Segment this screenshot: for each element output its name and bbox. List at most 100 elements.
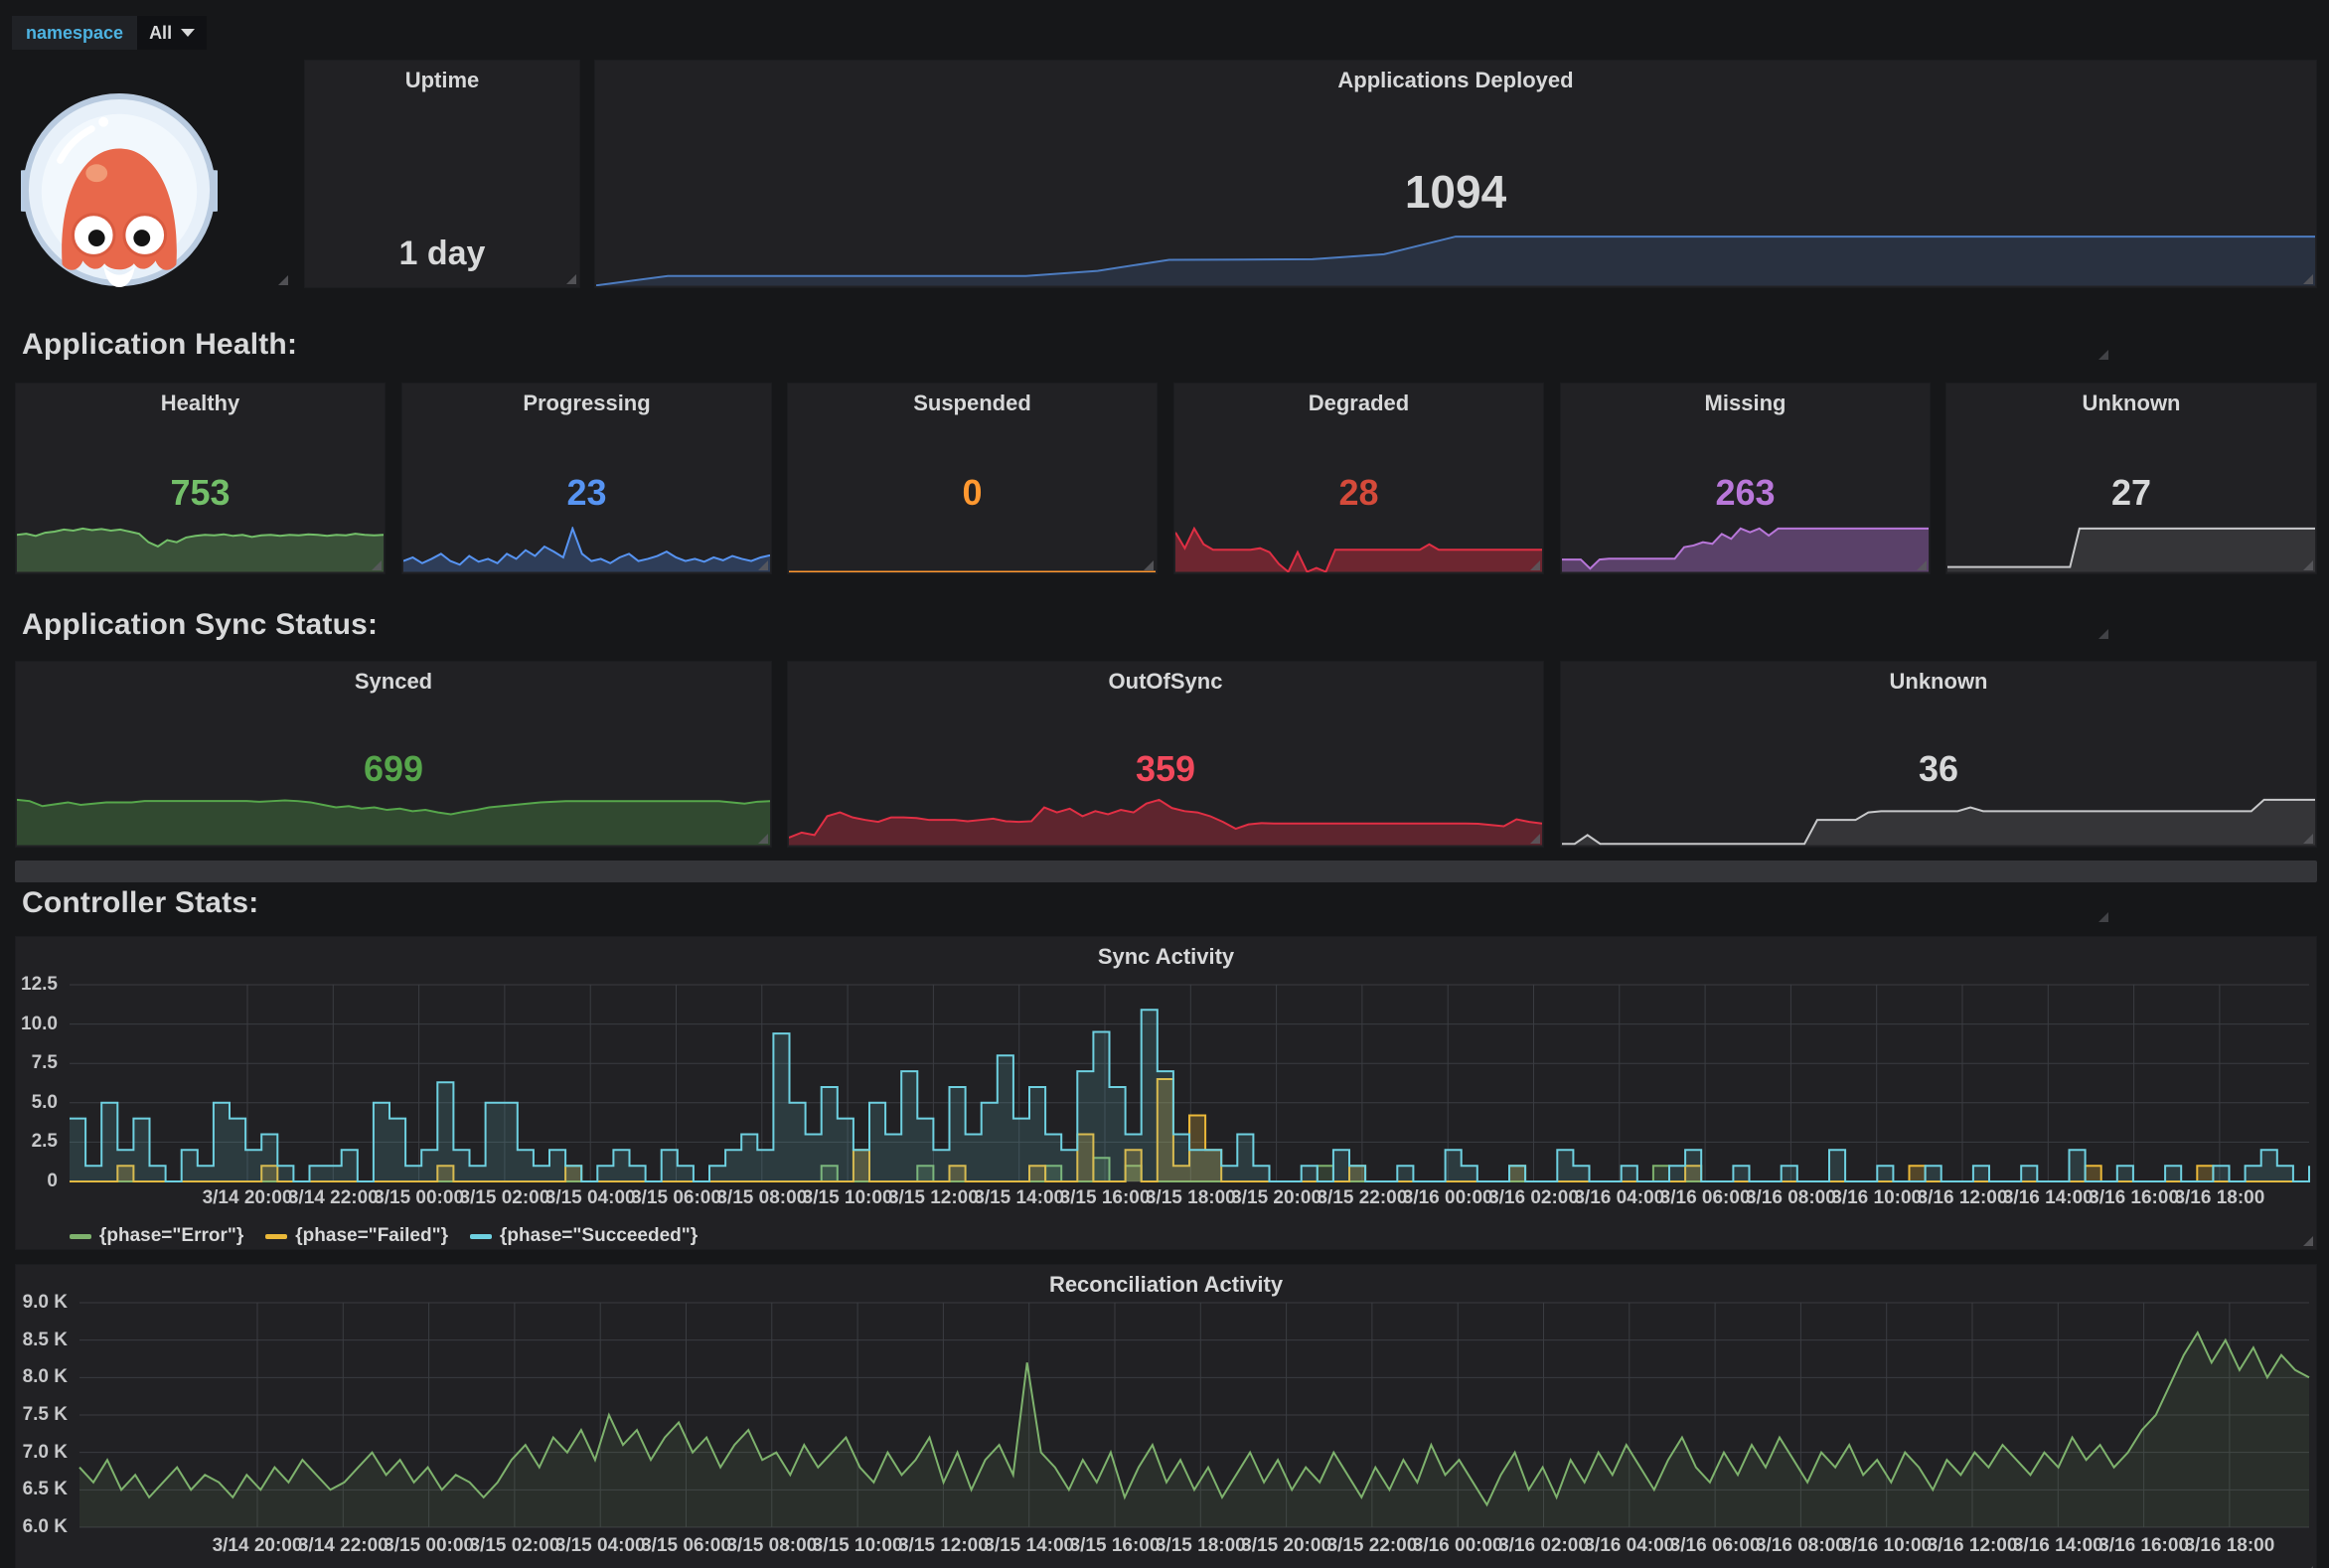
x-axis-tick: 3/16 14:00 bbox=[2002, 1187, 2094, 1208]
x-axis-tick: 3/15 04:00 bbox=[554, 1535, 646, 1556]
resize-handle[interactable] bbox=[2303, 560, 2313, 570]
legend-color-dash bbox=[70, 1233, 91, 1239]
panel-title[interactable]: Unknown bbox=[1889, 669, 1988, 694]
legend-label: {phase="Failed"} bbox=[295, 1225, 448, 1246]
panel-title[interactable]: Sync Activity bbox=[1097, 944, 1235, 969]
y-axis-tick: 9.0 K bbox=[22, 1292, 68, 1313]
y-axis-tick: 8.5 K bbox=[22, 1329, 68, 1350]
y-axis-tick: 6.0 K bbox=[22, 1516, 68, 1537]
panel-degraded: Degraded 28 bbox=[1173, 383, 1544, 574]
sparkline bbox=[1175, 527, 1542, 572]
x-axis-tick: 3/15 18:00 bbox=[1155, 1535, 1246, 1556]
x-axis-tick: 3/15 06:00 bbox=[641, 1535, 731, 1556]
sparkline bbox=[403, 527, 770, 572]
panel-uptime: Uptime 1 day bbox=[304, 60, 580, 288]
x-axis-tick: 3/16 00:00 bbox=[1402, 1187, 1493, 1208]
panel-healthy: Healthy 753 bbox=[15, 383, 386, 574]
x-axis-tick: 3/14 22:00 bbox=[297, 1535, 388, 1556]
panel-title[interactable]: Reconciliation Activity bbox=[1048, 1272, 1284, 1297]
x-axis-tick: 3/15 22:00 bbox=[1317, 1187, 1408, 1208]
legend-item[interactable]: {phase="Succeeded"} bbox=[470, 1225, 698, 1247]
x-axis-tick: 3/15 22:00 bbox=[1326, 1535, 1418, 1556]
legend-item[interactable]: {phase="Failed"} bbox=[265, 1225, 448, 1247]
resize-handle[interactable] bbox=[1144, 560, 1154, 570]
x-axis-tick: 3/15 16:00 bbox=[1059, 1187, 1151, 1208]
resize-handle[interactable] bbox=[2303, 834, 2313, 844]
panel-title[interactable]: Degraded bbox=[1308, 391, 1410, 415]
panel-applications-deployed: Applications Deployed 1094 bbox=[594, 60, 2317, 288]
x-axis-tick: 3/15 02:00 bbox=[469, 1535, 560, 1556]
x-axis-tick: 3/14 22:00 bbox=[287, 1187, 379, 1208]
panel-title[interactable]: OutOfSync bbox=[1108, 669, 1223, 694]
collapsed-row-bar[interactable] bbox=[15, 861, 2317, 882]
namespace-dropdown-value: All bbox=[149, 22, 173, 43]
stat-value: 0 bbox=[962, 472, 983, 513]
chevron-down-icon bbox=[181, 29, 196, 37]
resize-handle[interactable] bbox=[566, 274, 576, 284]
panel-title[interactable]: Progressing bbox=[523, 391, 651, 415]
x-axis-tick: 3/16 16:00 bbox=[2098, 1535, 2190, 1556]
legend-item[interactable]: {phase="Error"} bbox=[70, 1225, 243, 1247]
panel-title[interactable]: Applications Deployed bbox=[1337, 68, 1574, 92]
resize-handle[interactable] bbox=[1530, 560, 1540, 570]
y-axis-tick: 2.5 bbox=[31, 1131, 58, 1153]
x-axis-tick: 3/16 04:00 bbox=[1574, 1187, 1665, 1208]
x-axis-tick: 3/15 06:00 bbox=[631, 1187, 721, 1208]
resize-handle[interactable] bbox=[2303, 274, 2313, 284]
panel-title[interactable]: Suspended bbox=[913, 391, 1031, 415]
resize-handle[interactable] bbox=[2098, 350, 2108, 360]
panel-synced: Synced 699 bbox=[15, 661, 772, 848]
y-axis-tick: 12.5 bbox=[21, 974, 58, 995]
sparkline bbox=[789, 527, 1156, 572]
chart-plot bbox=[70, 984, 2310, 1182]
x-axis-tick: 3/15 12:00 bbox=[897, 1535, 989, 1556]
y-axis-tick: 10.0 bbox=[21, 1013, 58, 1034]
resize-handle[interactable] bbox=[372, 560, 382, 570]
x-axis-tick: 3/16 02:00 bbox=[1488, 1187, 1579, 1208]
legend-label: {phase="Error"} bbox=[99, 1225, 244, 1246]
stat-value: 359 bbox=[1135, 748, 1196, 789]
stat-value: 1 day bbox=[398, 235, 486, 272]
x-axis-tick: 3/15 16:00 bbox=[1069, 1535, 1161, 1556]
x-axis-tick: 3/15 10:00 bbox=[812, 1535, 903, 1556]
x-axis-tick: 3/16 18:00 bbox=[2184, 1535, 2275, 1556]
resize-handle[interactable] bbox=[2303, 1566, 2313, 1568]
legend-label: {phase="Succeeded"} bbox=[500, 1225, 699, 1246]
sparkline bbox=[1947, 527, 2315, 572]
resize-handle[interactable] bbox=[278, 275, 288, 285]
stat-value: 1094 bbox=[1404, 166, 1507, 218]
x-axis-tick: 3/16 08:00 bbox=[1755, 1535, 1846, 1556]
chart-plot bbox=[78, 1302, 2310, 1528]
resize-handle[interactable] bbox=[2303, 1236, 2313, 1246]
panel-title[interactable]: Healthy bbox=[160, 391, 240, 415]
panel-sync-activity: Sync Activity {phase="Error"} {phase="Fai… bbox=[15, 936, 2317, 1250]
resize-handle[interactable] bbox=[1530, 834, 1540, 844]
resize-handle[interactable] bbox=[758, 834, 768, 844]
resize-handle[interactable] bbox=[2098, 912, 2108, 922]
panel-title[interactable]: Unknown bbox=[2082, 391, 2181, 415]
resize-handle[interactable] bbox=[758, 560, 768, 570]
sparkline bbox=[789, 798, 1542, 846]
stat-value: 23 bbox=[566, 472, 607, 513]
x-axis-tick: 3/15 00:00 bbox=[384, 1535, 475, 1556]
panel-missing: Missing 263 bbox=[1560, 383, 1931, 574]
panel-title[interactable]: Synced bbox=[354, 669, 433, 694]
panel-title[interactable]: Uptime bbox=[404, 68, 480, 92]
section-label-controller-stats: Controller Stats: bbox=[22, 886, 259, 919]
x-axis-tick: 3/16 08:00 bbox=[1745, 1187, 1836, 1208]
section-label-sync-status: Application Sync Status: bbox=[22, 608, 379, 641]
x-axis-tick: 3/16 12:00 bbox=[1917, 1187, 2008, 1208]
section-label-application-health: Application Health: bbox=[22, 328, 298, 361]
x-axis-tick: 3/15 04:00 bbox=[544, 1187, 636, 1208]
panel-title[interactable]: Missing bbox=[1704, 391, 1786, 415]
panel-reconciliation-activity: Reconciliation Activity 9.0 K 8.5 K 8.0 K 7… bbox=[15, 1264, 2317, 1568]
namespace-dropdown[interactable]: All bbox=[137, 16, 208, 50]
x-axis-tick: 3/15 08:00 bbox=[726, 1535, 818, 1556]
x-axis-tick: 3/16 10:00 bbox=[1841, 1535, 1933, 1556]
resize-handle[interactable] bbox=[2098, 629, 2108, 639]
resize-handle[interactable] bbox=[1917, 560, 1927, 570]
x-axis-tick: 3/16 14:00 bbox=[2012, 1535, 2103, 1556]
sparkline bbox=[1562, 527, 1929, 572]
y-axis-tick: 8.0 K bbox=[22, 1366, 68, 1388]
stat-value: 28 bbox=[1338, 472, 1379, 513]
